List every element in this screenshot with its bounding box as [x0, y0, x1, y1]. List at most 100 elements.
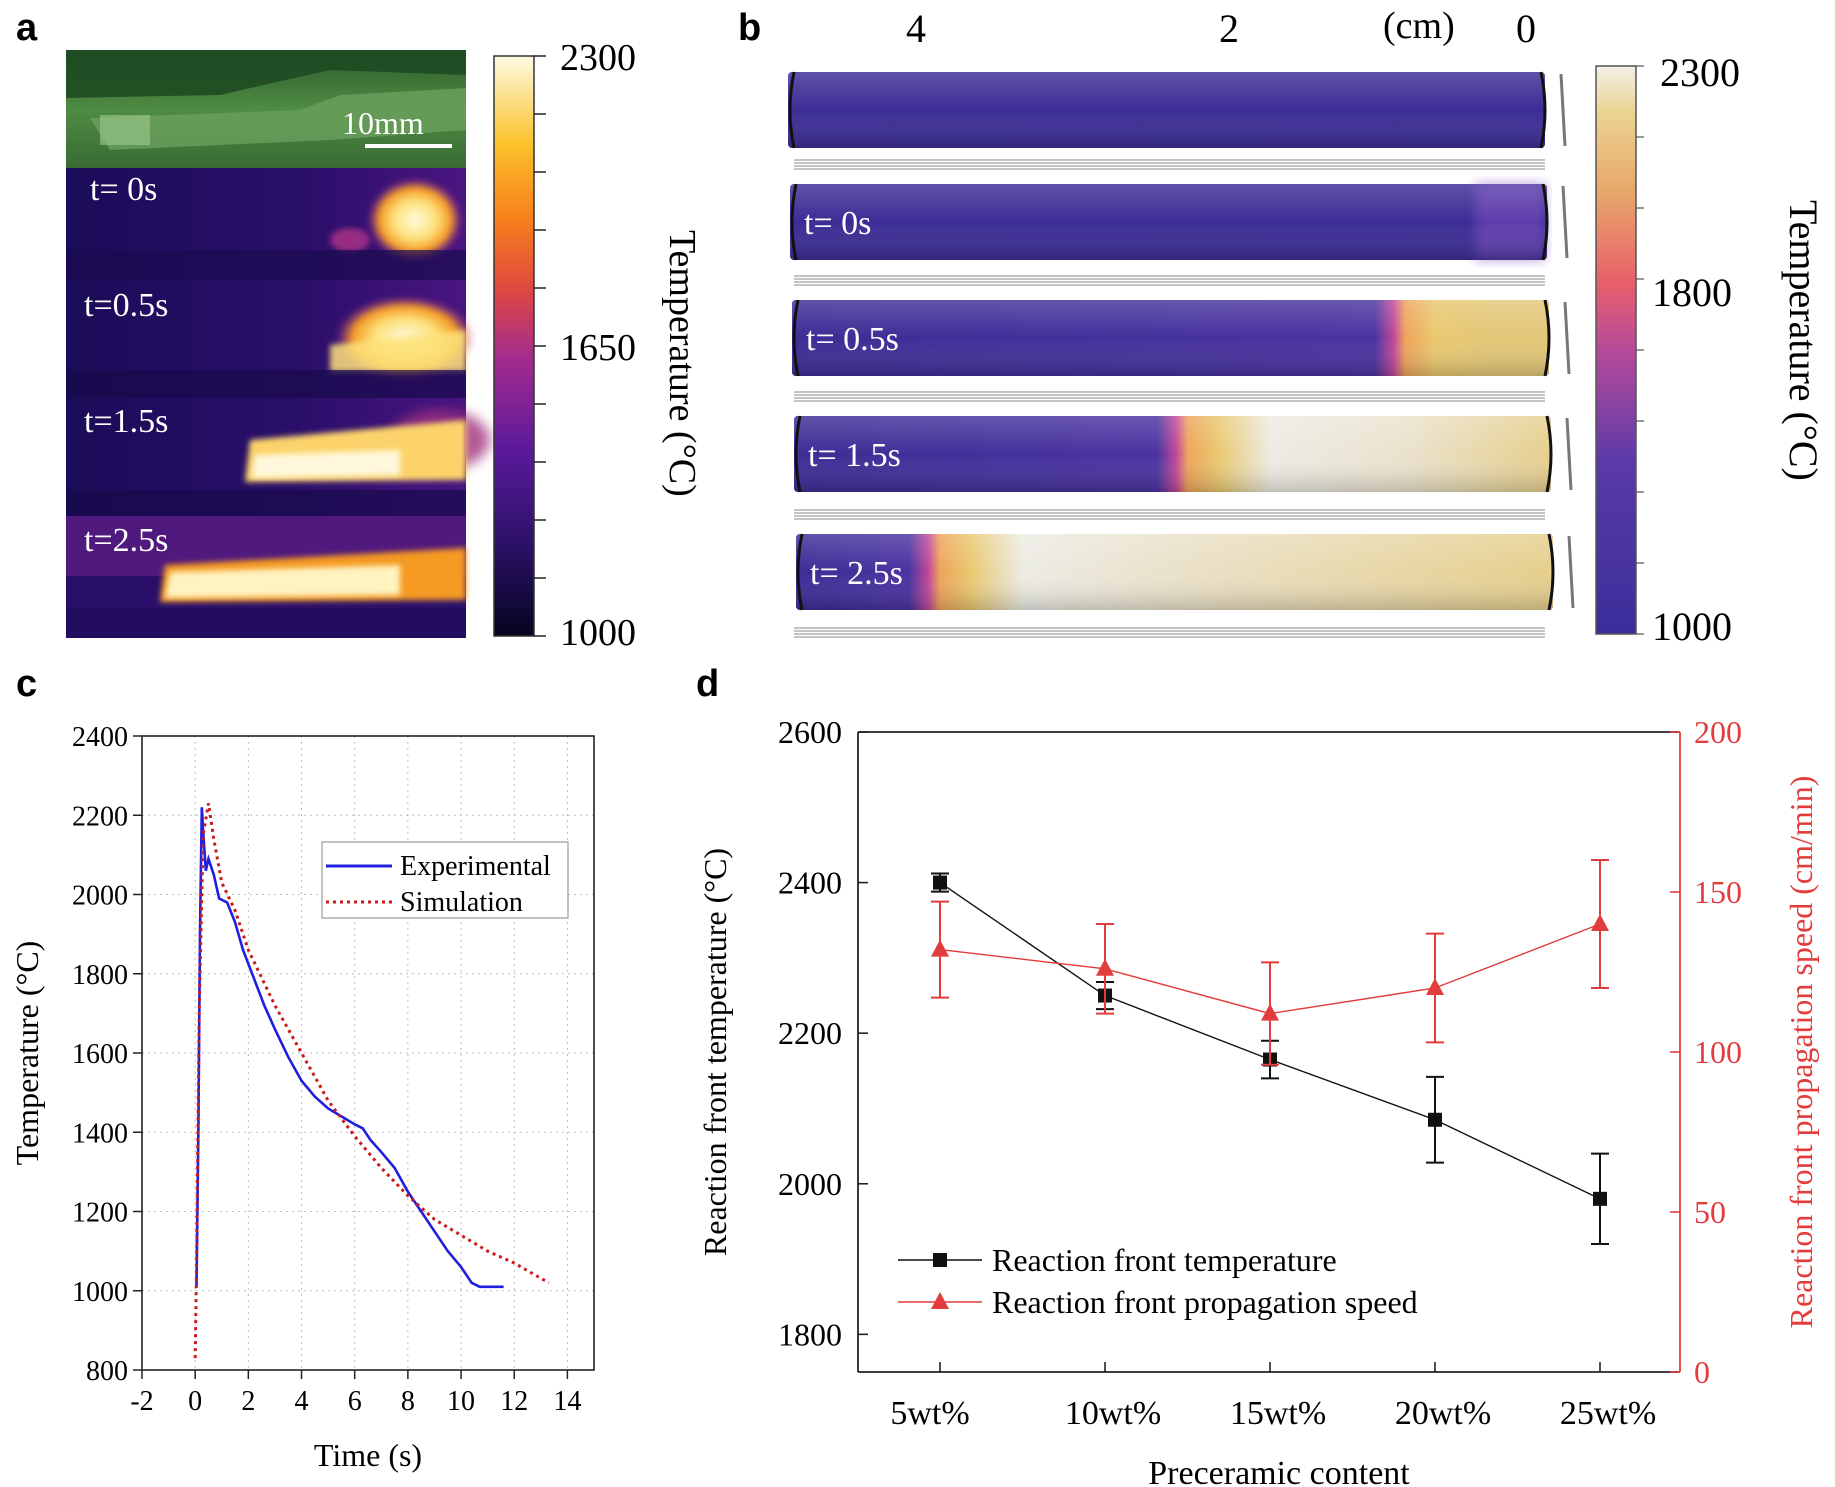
axis-b-tick: 0 — [1516, 6, 1536, 51]
axis-b: 4 2 0 (cm) — [906, 5, 1536, 51]
y-tick-label: 2400 — [778, 865, 842, 901]
y-tick-label: 2400 — [72, 722, 128, 753]
y-tick-label: 1400 — [72, 1118, 128, 1149]
panel-b-letter: b — [738, 7, 761, 49]
tube-3: t= 1.5s — [794, 415, 1573, 493]
y-tick-label: 1600 — [72, 1039, 128, 1070]
y-tick-label: 1800 — [778, 1316, 842, 1352]
optical-photo: 10mm — [66, 50, 466, 168]
colorbar-b-max: 2300 — [1660, 50, 1740, 95]
tube-slice — [1559, 73, 1567, 147]
ir-frame-1: t=0.5s — [66, 280, 475, 398]
legend-label: Simulation — [400, 887, 523, 918]
tube-slice — [1565, 417, 1573, 491]
data-point-triangle — [1426, 978, 1444, 995]
data-point-triangle — [1591, 914, 1609, 931]
tube-4: t= 2.5s — [796, 533, 1575, 611]
ir-frame-0: t= 0s — [66, 168, 466, 280]
tube-time-label: t= 0.5s — [806, 321, 899, 358]
tube-end-right — [1547, 533, 1555, 611]
legend-marker — [933, 1253, 947, 1267]
ir-frame-3: t=2.5s — [66, 516, 466, 638]
panel-a: a 10mm t= 0s t=0.5s — [16, 7, 703, 654]
x-axis-label: Preceramic content — [1148, 1455, 1410, 1487]
y-axis-label: Reaction front temperature (°C) — [697, 848, 733, 1256]
data-point-square — [933, 875, 947, 890]
y-tick-label: 2000 — [778, 1166, 842, 1202]
tube-end-right — [1541, 183, 1549, 261]
colorbar-b: 2300 1800 1000 Temperature (°C) — [1595, 50, 1826, 649]
colorbar-a-label: Temperature (°C) — [661, 230, 703, 497]
tube-1: t= 0s — [790, 183, 1569, 261]
tube-shade — [788, 72, 1545, 148]
tube-end-right — [1539, 71, 1547, 149]
tube-shade — [790, 184, 1547, 260]
tube-time-label: t= 0s — [804, 205, 871, 242]
tube-slice — [1567, 535, 1575, 609]
colorbar-a-mid: 1650 — [560, 327, 636, 369]
tube-2: t= 0.5s — [792, 299, 1571, 377]
scale-bar-label: 10mm — [342, 105, 424, 141]
data-point-square — [1428, 1112, 1442, 1127]
x-tick-label: 2 — [241, 1386, 255, 1417]
y-tick-label: 800 — [86, 1356, 128, 1387]
y-tick-label: 1800 — [72, 960, 128, 991]
legend-marker — [931, 1292, 949, 1309]
tube-end-left — [792, 299, 800, 377]
y-tick-label: 2200 — [778, 1015, 842, 1051]
tube-shade — [792, 300, 1549, 376]
x-tick-label: 6 — [348, 1386, 362, 1417]
legend-label: Reaction front propagation speed — [992, 1284, 1418, 1320]
x-tick-label: 0 — [188, 1386, 202, 1417]
tube-end-left — [790, 183, 798, 261]
tube-slice — [1561, 185, 1569, 259]
data-point-triangle — [1261, 1003, 1279, 1021]
tube-time-label: t= 2.5s — [810, 555, 903, 592]
colorbar-b-mid: 1800 — [1652, 270, 1732, 315]
data-point-triangle — [931, 939, 949, 957]
ir-frame-label: t=1.5s — [84, 403, 168, 440]
panel-c: c -2 0 2 4 6 8 10 12 14 800 1000 1200 1400 1600 1800 20… — [9, 663, 595, 1473]
x-tick-label: 5wt% — [890, 1395, 969, 1432]
ir-frame-label: t=0.5s — [84, 287, 168, 324]
ir-frame-label: t=2.5s — [84, 522, 168, 559]
y-right-tick-label: 200 — [1694, 714, 1742, 750]
tube-shade — [794, 416, 1551, 492]
x-tick-label: -2 — [130, 1386, 153, 1417]
tube-shade — [796, 534, 1553, 610]
ir-frame-label: t= 0s — [90, 171, 157, 208]
y-right-axis-label: Reaction front propagation speed (cm/min… — [1783, 776, 1819, 1329]
x-tick-label: 25wt% — [1560, 1395, 1656, 1432]
y-right-tick-label: 50 — [1694, 1194, 1726, 1230]
panel-d-letter: d — [696, 663, 719, 705]
panel-a-letter: a — [16, 7, 38, 49]
x-tick-label: 12 — [500, 1386, 528, 1417]
data-point-square — [1593, 1191, 1607, 1206]
tube-slice — [1563, 301, 1571, 375]
x-axis-label: Time (s) — [314, 1437, 422, 1473]
tube-time-label: t= 1.5s — [808, 437, 901, 474]
series-line-1 — [193, 803, 550, 1359]
tube-end-left — [796, 533, 804, 611]
colorbar-a-min: 1000 — [560, 612, 636, 654]
x-tick-label: 14 — [553, 1386, 581, 1417]
x-tick-label: 15wt% — [1230, 1395, 1326, 1432]
x-tick-label: 10wt% — [1065, 1395, 1161, 1432]
panel-b: b 4 2 0 (cm) t= 0st= 0.5st= 1.5st= 2.5s … — [738, 5, 1826, 649]
legend-label: Reaction front temperature — [992, 1242, 1337, 1278]
y-axis-label: Temperature (°C) — [9, 941, 45, 1166]
y-right-tick-label: 100 — [1694, 1034, 1742, 1070]
x-tick-label: 10 — [447, 1386, 475, 1417]
x-tick-label: 4 — [295, 1386, 309, 1417]
tube-end-left — [788, 71, 796, 149]
x-tick-label: 8 — [401, 1386, 415, 1417]
axis-b-tick: 4 — [906, 6, 926, 51]
chart-d: 1800 2000 2200 2400 2600 0 50 100 150 200 5wt% 10wt… — [697, 714, 1819, 1487]
y-tick-label: 2200 — [72, 801, 128, 832]
tube-end-right — [1543, 299, 1551, 377]
legend-box — [321, 841, 569, 919]
tube-0 — [788, 71, 1567, 149]
panel-c-letter: c — [16, 663, 37, 705]
y-tick-label: 2000 — [72, 881, 128, 912]
